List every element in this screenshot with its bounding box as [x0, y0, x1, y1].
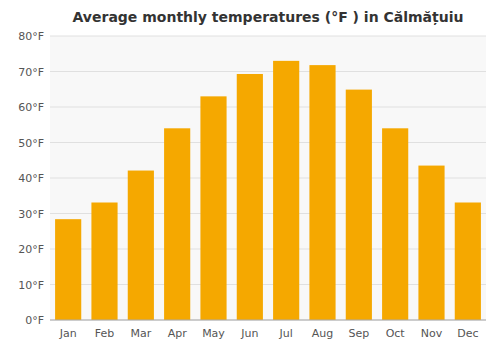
y-tick-label: 70°F — [18, 66, 44, 79]
grid-line — [50, 71, 486, 72]
bar — [128, 171, 154, 320]
x-axis-line — [50, 320, 486, 321]
y-tick-label: 0°F — [25, 314, 44, 327]
bar — [346, 90, 372, 320]
x-tick-label: Jan — [59, 327, 77, 340]
bar — [55, 219, 81, 320]
bar — [164, 128, 190, 320]
bar — [273, 61, 299, 320]
grid-line — [50, 142, 486, 143]
y-tick-label: 40°F — [18, 172, 44, 185]
bar — [418, 166, 444, 320]
grid — [50, 36, 486, 320]
bar — [91, 202, 117, 320]
grid-line — [50, 320, 486, 321]
bar — [200, 96, 226, 320]
y-tick-label: 20°F — [18, 243, 44, 256]
grid-line — [50, 36, 486, 37]
grid-line — [50, 107, 486, 108]
x-tick-label: Jun — [240, 327, 258, 340]
x-tick-label: Aug — [312, 327, 333, 340]
x-tick-label: Feb — [95, 327, 114, 340]
bars — [55, 61, 481, 320]
plot-background — [50, 36, 486, 320]
x-tick-label: Nov — [421, 327, 443, 340]
chart-container: Average monthly temperatures (°F ) in Că… — [0, 0, 500, 350]
y-tick-label: 60°F — [18, 101, 44, 114]
x-tick-label: Dec — [457, 327, 478, 340]
x-tick-label: Mar — [130, 327, 151, 340]
title: Average monthly temperatures (°F ) in Că… — [73, 9, 464, 26]
x-tick-label: May — [202, 327, 225, 340]
chart: Average monthly temperatures (°F ) in Că… — [0, 0, 500, 350]
bar — [382, 128, 408, 320]
x-tick-label: Sep — [348, 327, 369, 340]
y-tick-label: 30°F — [18, 208, 44, 221]
y-tick-label: 10°F — [18, 279, 44, 292]
x-tick-label: Jul — [279, 327, 293, 340]
bar — [455, 202, 481, 320]
bar — [309, 65, 335, 320]
y-tick-label: 50°F — [18, 137, 44, 150]
x-tick-label: Apr — [168, 327, 188, 340]
y-tick-label: 80°F — [18, 30, 44, 43]
x-tick-label: Oct — [386, 327, 406, 340]
bar — [237, 74, 263, 320]
